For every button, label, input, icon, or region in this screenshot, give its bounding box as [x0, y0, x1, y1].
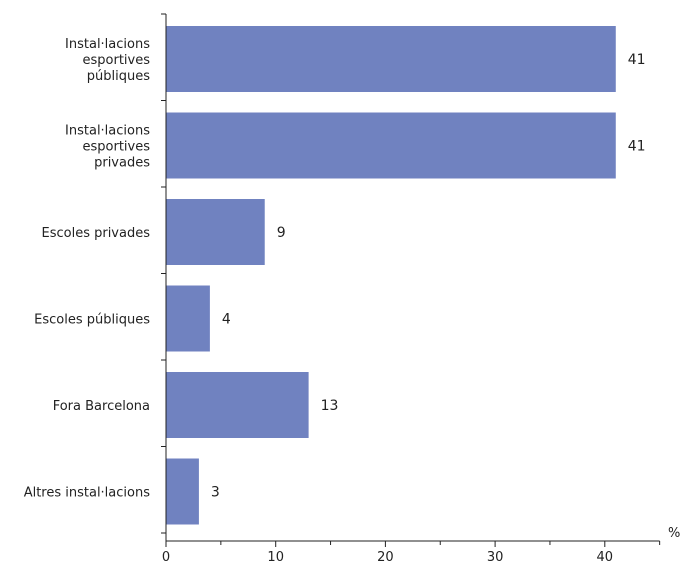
bar-3	[166, 285, 210, 352]
category-label-3: Escoles públiques	[34, 313, 150, 328]
x-tick-label-1: 10	[267, 550, 284, 561]
category-label-5: Altres instal·lacions	[24, 486, 151, 501]
category-label-2: Escoles privades	[42, 226, 151, 241]
x-tick-label-4: 40	[597, 550, 614, 561]
bar-4	[166, 372, 309, 438]
value-label-5: 3	[211, 485, 220, 501]
x-tick-label-3: 30	[487, 550, 504, 561]
value-label-4: 13	[321, 398, 339, 414]
category-label-2-line-0: Escoles privades	[42, 226, 151, 241]
category-label-5-line-0: Altres instal·lacions	[24, 486, 151, 501]
value-labels-group: 41 41 9 4 13 3	[211, 52, 646, 501]
category-label-3-line-0: Escoles públiques	[34, 313, 150, 328]
bars-group	[166, 26, 616, 525]
category-labels-group: Instal·lacions esportives públiquesInstal·…	[24, 37, 151, 501]
category-label-1-line-1: esportives	[83, 140, 151, 155]
value-label-3: 4	[222, 312, 231, 328]
category-label-1-line-0: Instal·lacions	[65, 124, 150, 139]
category-label-0-line-1: esportives	[83, 53, 151, 68]
bar-5	[166, 458, 199, 525]
category-label-4-line-0: Fora Barcelona	[53, 399, 150, 414]
x-tick-label-2: 20	[377, 550, 394, 561]
bar-0	[166, 26, 616, 92]
value-label-1: 41	[628, 139, 646, 155]
value-label-2: 9	[277, 225, 286, 241]
category-label-0-line-2: públiques	[87, 69, 150, 84]
category-label-4: Fora Barcelona	[53, 399, 150, 414]
bar-2	[166, 199, 265, 265]
x-tick-label-0: 0	[162, 550, 170, 561]
category-label-1: Instal·lacions esportives privades	[65, 124, 150, 171]
value-label-0: 41	[628, 52, 646, 68]
category-label-0: Instal·lacions esportives públiques	[65, 37, 150, 84]
axes-group: 0 10 20 30 40%	[161, 13, 680, 561]
category-label-0-line-0: Instal·lacions	[65, 37, 150, 52]
bar-1	[166, 112, 616, 179]
category-label-1-line-2: privades	[94, 156, 150, 171]
x-axis-unit: %	[668, 526, 680, 541]
